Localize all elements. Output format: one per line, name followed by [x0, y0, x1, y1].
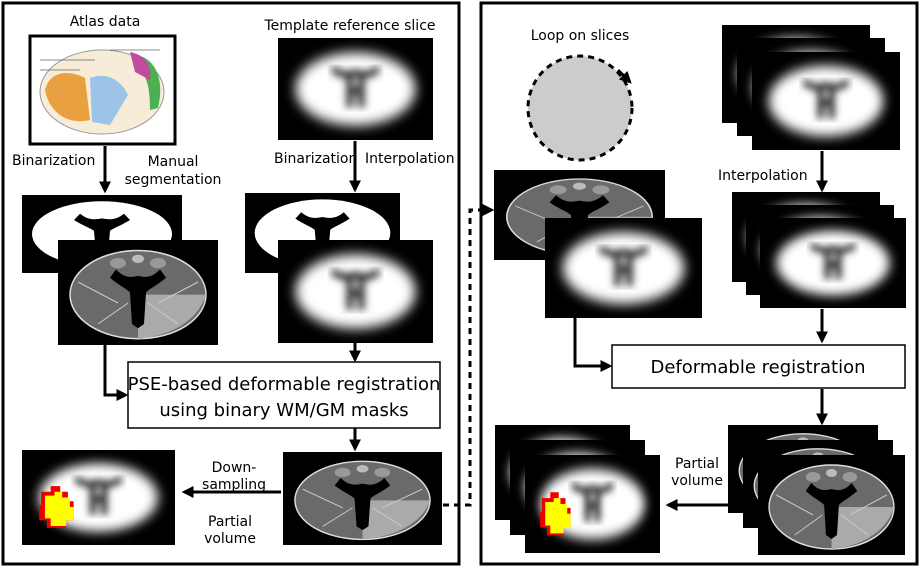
- label: sampling: [202, 477, 266, 493]
- label: Interpolation: [365, 151, 455, 167]
- current-slice: [545, 218, 702, 318]
- arrow: [575, 318, 610, 366]
- box-text: PSE-based deformable registration: [128, 374, 441, 395]
- interpolated-template: [278, 240, 433, 343]
- loop-circle: [528, 56, 632, 160]
- diagram: Atlas data Template reference slice Bina…: [0, 0, 920, 567]
- atlas-image: [30, 36, 175, 144]
- arrow: [105, 345, 126, 395]
- partial-volume-map: [22, 450, 175, 545]
- segmented-atlas: [58, 240, 218, 345]
- slice-stack: [752, 52, 900, 150]
- label: Partial: [675, 456, 719, 472]
- label: Partial: [208, 514, 252, 530]
- label: Atlas data: [70, 14, 141, 30]
- registered-atlas: [283, 452, 442, 545]
- label: volume: [204, 531, 256, 547]
- dashed-connector: [443, 210, 492, 505]
- label: Loop on slices: [531, 28, 630, 44]
- label: Down-: [212, 460, 257, 476]
- label: Template reference slice: [263, 18, 435, 34]
- seg-stack: [758, 455, 905, 555]
- box-text: Deformable registration: [650, 357, 865, 378]
- label: Interpolation: [718, 168, 808, 184]
- interp-stack: [760, 218, 906, 308]
- label: segmentation: [125, 172, 222, 188]
- result-stack: [525, 455, 660, 553]
- label: Manual: [148, 154, 199, 170]
- label: Binarization: [12, 153, 95, 169]
- label: volume: [671, 473, 723, 489]
- box-text: using binary WM/GM masks: [159, 400, 408, 421]
- template-slice: [278, 38, 433, 140]
- label: Binarization: [274, 151, 357, 167]
